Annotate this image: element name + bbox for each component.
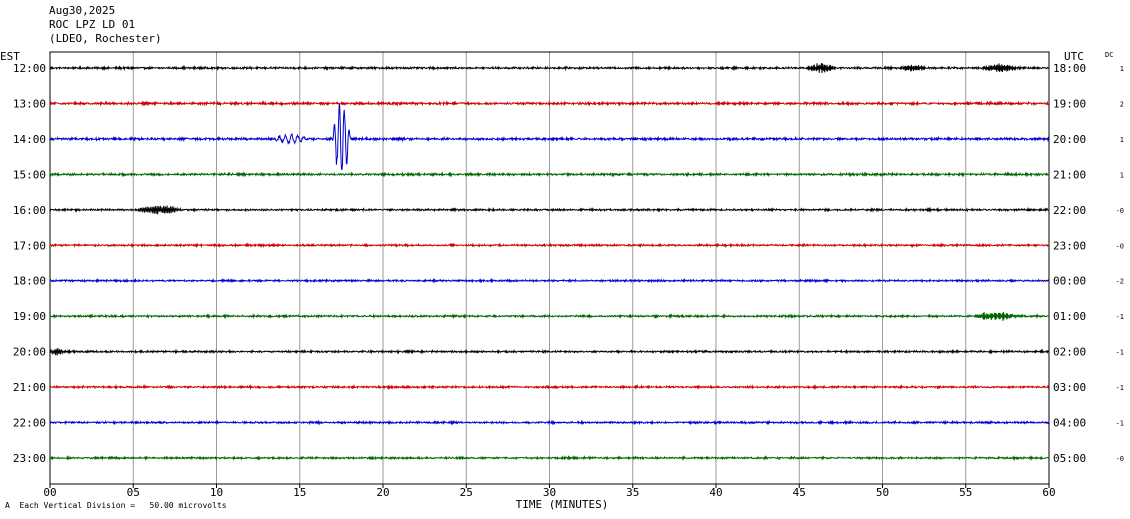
x-tick-label: 25 [460,486,473,499]
trace-row-1400 [49,103,1050,171]
trace-row-1300 [49,100,1050,107]
trace-row-1600 [49,205,1050,215]
dc-offset-label: -1 [1116,384,1124,392]
dc-offset-label: 1 [1120,65,1124,73]
dc-offset-label: 1 [1120,136,1124,144]
trace-row-2000 [49,347,1050,356]
dc-offset-label: -0 [1116,207,1124,215]
date-label: Aug30,2025 [49,4,116,17]
traces [49,63,1050,462]
est-hour-label: 17:00 [13,239,46,252]
utc-hour-label: 20:00 [1053,133,1086,146]
dc-offset-label: -0 [1116,242,1124,250]
dc-offset-label: 2 [1120,100,1124,108]
x-tick-label: 00 [43,486,56,499]
dc-offset-label: 1 [1120,171,1124,179]
x-tick-label: 45 [793,486,806,499]
x-tick-label: 55 [959,486,972,499]
est-hour-label: 22:00 [13,417,46,430]
dc-offset-labels: 1 2 1 1 -0 -0 -2 -1 -1 -1 -1 -0 [1116,65,1124,463]
dc-offset-label: -0 [1116,455,1124,463]
est-hour-label: 14:00 [13,133,46,146]
utc-hour-label: 00:00 [1053,275,1086,288]
x-axis-ticks: 00 05 10 15 20 25 30 35 40 45 50 55 60 [43,484,1056,499]
trace-row-1900 [49,311,1050,321]
utc-hour-label: 02:00 [1053,346,1086,359]
dc-column-title: DC [1105,51,1113,59]
dc-offset-label: -2 [1116,278,1124,286]
vertical-grid [132,52,967,484]
utc-hour-label: 01:00 [1053,310,1086,323]
station-label: ROC LPZ LD 01 [49,18,136,31]
scale-note-text: Each Vertical Division = 50.00 microvolt… [19,501,227,510]
trace-row-1500 [49,171,1050,178]
est-hour-label: 12:00 [13,62,46,75]
utc-hour-label: 21:00 [1053,168,1086,181]
utc-hour-label: 19:00 [1053,97,1086,110]
trace-row-1800 [49,277,1050,284]
utc-hour-label: 22:00 [1053,204,1086,217]
x-tick-label: 40 [709,486,722,499]
scale-note: A Each Vertical Division = 50.00 microvo… [5,501,227,510]
utc-hour-label: 03:00 [1053,381,1086,394]
x-tick-label: 60 [1042,486,1055,499]
x-tick-label: 35 [626,486,639,499]
est-hour-label: 20:00 [13,346,46,359]
utc-hour-label: 18:00 [1053,62,1086,75]
utc-hour-label: 04:00 [1053,417,1086,430]
est-hour-labels: 12:00 13:00 14:00 15:00 16:00 17:00 18:00 19:00… [13,62,46,465]
dc-offset-label: -1 [1116,349,1124,357]
trace-row-2100 [49,383,1050,391]
network-label: (LDEO, Rochester) [49,32,162,45]
x-tick-label: 10 [210,486,223,499]
x-tick-label: 20 [376,486,389,499]
est-hour-label: 15:00 [13,168,46,181]
est-hour-label: 21:00 [13,381,46,394]
est-hour-label: 23:00 [13,452,46,465]
x-tick-label: 50 [876,486,889,499]
est-axis-title: EST [0,50,20,63]
est-hour-label: 18:00 [13,275,46,288]
est-hour-label: 16:00 [13,204,46,217]
x-tick-label: 05 [127,486,140,499]
est-hour-label: 13:00 [13,97,46,110]
utc-hour-label: 05:00 [1053,452,1086,465]
trace-row-1700 [49,242,1050,249]
footer-glyph: A [5,501,10,510]
utc-hour-label: 23:00 [1053,239,1086,252]
est-hour-label: 19:00 [13,310,46,323]
dc-offset-label: -1 [1116,313,1124,321]
trace-row-2300 [49,454,1050,462]
dc-offset-label: -1 [1116,420,1124,428]
trace-row-1200 [49,63,1050,74]
utc-axis-title: UTC [1064,50,1084,63]
utc-hour-labels: 18:00 19:00 20:00 21:00 22:00 23:00 00:00 01:00… [1053,62,1086,465]
x-tick-label: 15 [293,486,306,499]
trace-row-2200 [49,419,1050,426]
x-tick-label: 30 [543,486,556,499]
chart-header: Aug30,2025 ROC LPZ LD 01 (LDEO, Rocheste… [49,4,162,46]
x-axis-label: TIME (MINUTES) [516,498,609,511]
